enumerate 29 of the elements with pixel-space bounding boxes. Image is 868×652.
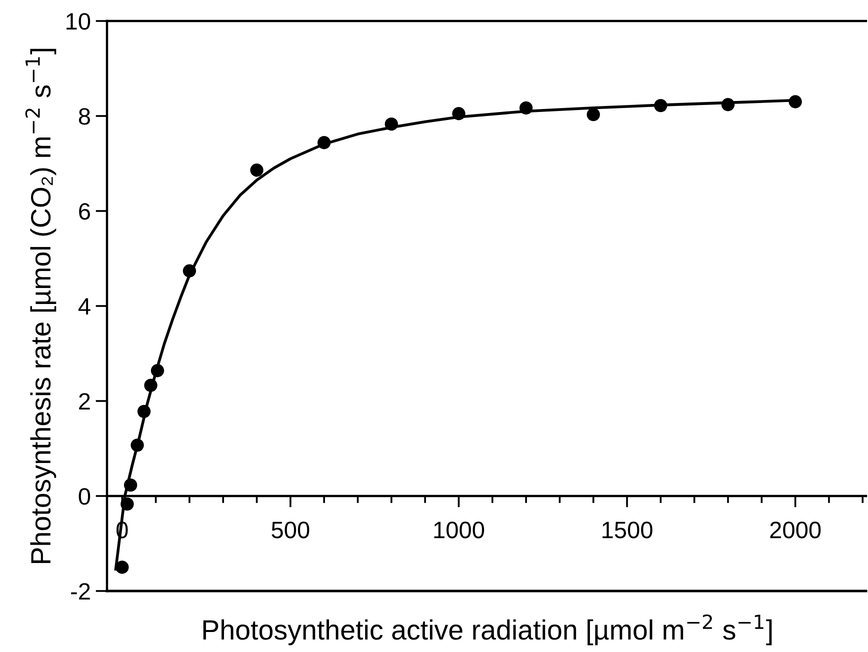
x-tick-label: 1500 bbox=[602, 522, 652, 538]
x-tick-label: 1000 bbox=[434, 522, 484, 538]
point bbox=[150, 364, 164, 378]
point bbox=[384, 117, 398, 131]
y-tick-label: 4 bbox=[78, 298, 90, 315]
y-tick-label: 2 bbox=[79, 393, 90, 410]
y-tick-label: 0 bbox=[78, 488, 90, 505]
point bbox=[452, 107, 466, 120]
point bbox=[721, 98, 735, 112]
point bbox=[788, 95, 802, 108]
point bbox=[250, 164, 264, 177]
point bbox=[182, 264, 196, 278]
point bbox=[137, 404, 151, 418]
point bbox=[116, 560, 129, 574]
point bbox=[654, 98, 668, 112]
point bbox=[130, 438, 144, 452]
point bbox=[144, 378, 158, 392]
x-tick-label: 2000 bbox=[770, 522, 821, 538]
y-tick-label: 8 bbox=[78, 108, 90, 125]
x-axis-title: Photosynthetic active radiation [µmol m$^{−2}$ s$^{−1}$] bbox=[203, 614, 772, 646]
point bbox=[124, 478, 138, 492]
y-tick-label: -2 bbox=[71, 583, 90, 600]
point bbox=[318, 136, 331, 150]
point bbox=[586, 108, 600, 122]
y-tick-label: 10 bbox=[66, 13, 90, 30]
x-tick-label: 500 bbox=[272, 522, 310, 538]
y-tick-label: 6 bbox=[79, 203, 90, 220]
y-axis-title: Photosynthesis rate [µmol (CO₂) m$^{−2}$ s$^{−1}$] bbox=[25, 48, 56, 564]
point bbox=[519, 101, 533, 115]
